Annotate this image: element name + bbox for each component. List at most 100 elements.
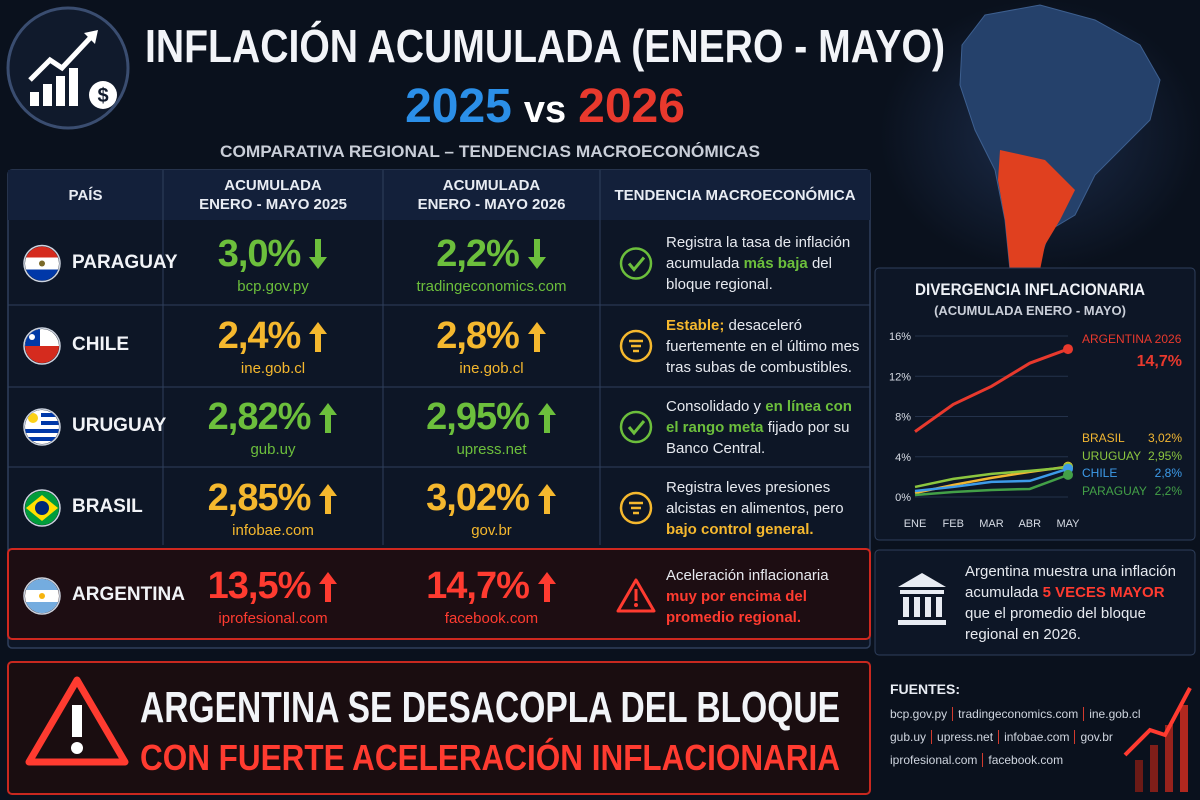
series-value-label: 14,7%: [1137, 353, 1182, 370]
trend-part: del bloque regional.: [666, 255, 832, 293]
note-text: Argentina muestra una inflación acumulad…: [965, 558, 1187, 648]
trend-arrow: [537, 402, 556, 433]
value-cell: 14,7% facebook.com: [383, 551, 600, 641]
inflation-value: 2,95%: [426, 396, 530, 438]
flag: [28, 413, 38, 423]
series-value-label: 3,02%: [1148, 431, 1182, 445]
trend-arrow: [319, 571, 338, 602]
title: INFLACIÓN ACUMULADA (ENERO - MAYO): [145, 20, 945, 72]
series-line: [914, 473, 1069, 497]
series-line: [914, 467, 1069, 493]
trend-text: Estable; desaceleró fuertemente en el úl…: [666, 305, 862, 387]
source: facebook.com: [444, 610, 539, 627]
y-tick-label: 12%: [889, 371, 911, 383]
trend-paragraph: Estable; desaceleró fuertemente en el úl…: [666, 315, 862, 378]
series-end-point: [1063, 469, 1073, 480]
inflation-value: 2,4%: [217, 315, 302, 357]
column-header: ACUMULADA ENERO - MAYO 2026: [417, 177, 566, 213]
status-icon: [627, 256, 646, 272]
trend-arrow: [309, 321, 328, 352]
value-row: 2,2%: [436, 233, 547, 276]
y-tick-label: 8%: [895, 412, 911, 424]
country-name: CHILE: [72, 334, 129, 355]
arrow-shape: [537, 571, 556, 602]
value-cell: 2,8% ine.gob.cl: [383, 305, 600, 387]
x-tick-label: ENE: [904, 518, 927, 530]
row-highlight: [7, 548, 871, 640]
flag-ring: [23, 408, 61, 446]
trend-paragraph: Aceleración inflacionaria muy por encima…: [666, 565, 862, 628]
value-cell: 2,4% ine.gob.cl: [163, 305, 383, 387]
trend-part: bajo control general.: [666, 520, 814, 538]
trend-part: Aceleración inflacionaria: [666, 566, 829, 584]
status-icon: [619, 329, 653, 363]
value-row: 2,85%: [208, 477, 339, 520]
logo-icon: $: [28, 30, 117, 109]
series-value-label: 2,95%: [1148, 449, 1182, 463]
flag: [25, 579, 59, 590]
year-b: 2026: [578, 80, 685, 133]
y-tick-label: 0%: [895, 492, 911, 504]
vs: vs: [524, 89, 566, 131]
arrow-shape: [319, 402, 338, 433]
flag: [25, 421, 59, 425]
arrow-shape: [319, 571, 338, 602]
value-cell: 2,2% tradingeconomics.com: [383, 222, 600, 305]
source: ine.gob.cl: [240, 360, 306, 377]
flag: [25, 246, 59, 258]
flag: [25, 269, 59, 281]
flag: [35, 501, 49, 515]
flag-ring: [23, 577, 61, 615]
column-header: TENDENCIA MACROECONÓMICA: [614, 186, 856, 204]
value-row: 14,7%: [426, 565, 557, 608]
flag-ring: [23, 327, 61, 365]
flag-ring: [23, 489, 61, 527]
note-part: Argentina muestra una inflación acumulad…: [965, 563, 1176, 601]
source-item: facebook.com: [982, 753, 1069, 767]
trend-text: Consolidado y en línea con el rango meta…: [666, 387, 862, 467]
note-panel: [874, 549, 1196, 656]
sources-line: iprofesional.com facebook.com: [890, 751, 1069, 769]
x-tick-label: MAY: [1056, 518, 1080, 530]
arrow-shape: [537, 483, 556, 514]
inflation-value: 13,5%: [207, 565, 312, 607]
sources-deco: [1123, 687, 1192, 792]
trend-arrow: [537, 483, 556, 514]
source-item: tradingeconomics.com: [952, 707, 1084, 721]
flag: [25, 413, 59, 417]
trend-part: Registra leves presiones alcistas en ali…: [666, 478, 844, 517]
country-name: BRASIL: [72, 496, 143, 517]
trend-arrow: [319, 483, 338, 514]
series-end-point: [1063, 344, 1073, 355]
sources-line: bcp.gov.py tradingeconomics.com ine.gob.cl: [890, 705, 1146, 723]
x-tick-label: MAR: [979, 518, 1004, 530]
flag: [39, 593, 45, 599]
trend-paragraph: Consolidado y en línea con el rango meta…: [666, 396, 862, 459]
x-tick-label: ABR: [1018, 518, 1041, 530]
banner-warning-icon: [25, 676, 129, 766]
source-item: bcp.gov.py: [890, 707, 948, 721]
trend-part: Consolidado y: [666, 397, 766, 415]
arrow-shape: [527, 321, 546, 352]
bank-icon: [898, 573, 946, 625]
year-a: 2025: [405, 80, 512, 133]
series-name: PARAGUAY: [1082, 484, 1147, 498]
source: gub.uy: [250, 441, 296, 458]
inflation-value: 2,85%: [207, 477, 312, 519]
alert-icon: [616, 578, 656, 613]
flag: [29, 334, 35, 340]
value-cell: 2,82% gub.uy: [163, 387, 383, 467]
note-paragraph: Argentina muestra una inflación acumulad…: [965, 561, 1187, 645]
value-row: 2,8%: [436, 315, 547, 358]
trend-part: Registra la tasa de inflación acumulada: [666, 234, 851, 272]
note-part: que el promedio del bloque regional en 2…: [965, 605, 1146, 643]
series-name: URUGUAY: [1082, 449, 1141, 463]
value-row: 2,82%: [208, 396, 339, 439]
y-tick-label: 4%: [895, 452, 911, 464]
trend-arrow: [319, 402, 338, 433]
trend-part: en línea con el rango meta: [666, 397, 852, 436]
trend-arrow: [527, 239, 546, 269]
banner-line2: CON FUERTE ACELERACIÓN INFLACIONARIA: [140, 736, 840, 778]
